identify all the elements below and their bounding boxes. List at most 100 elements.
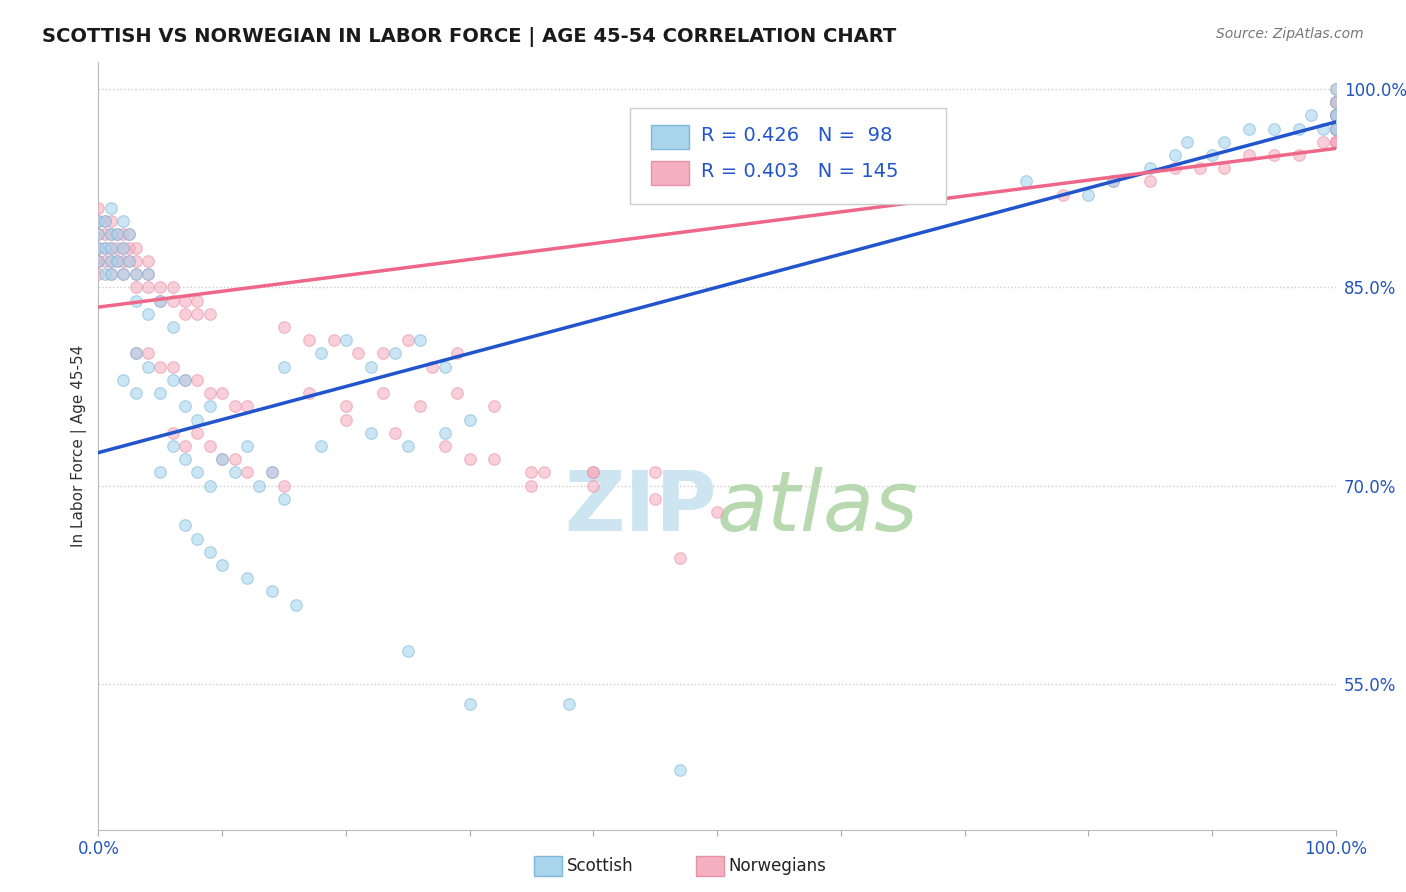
Point [186, 373, 208, 387]
Point [105, 227, 128, 242]
Point [273, 359, 295, 374]
Point [1263, 121, 1285, 136]
Point [112, 267, 135, 281]
Text: Source: ZipAtlas.com: Source: ZipAtlas.com [1216, 27, 1364, 41]
Point [1324, 121, 1347, 136]
Point [87, 253, 110, 268]
Point [149, 386, 172, 401]
Point [174, 373, 197, 387]
Point [309, 346, 332, 360]
Point [335, 412, 357, 426]
Point [260, 466, 283, 480]
Point [162, 359, 184, 374]
Point [105, 241, 128, 255]
Text: Norwegians: Norwegians [728, 857, 827, 875]
Point [87, 253, 110, 268]
Point [118, 253, 141, 268]
Point [236, 571, 259, 585]
Point [273, 491, 295, 506]
Point [224, 400, 246, 414]
Point [347, 346, 370, 360]
Point [186, 532, 208, 546]
Point [174, 400, 197, 414]
Text: SCOTTISH VS NORWEGIAN IN LABOR FORCE | AGE 45-54 CORRELATION CHART: SCOTTISH VS NORWEGIAN IN LABOR FORCE | A… [42, 27, 897, 46]
Point [458, 452, 481, 467]
Point [224, 452, 246, 467]
Point [149, 359, 172, 374]
Point [236, 400, 259, 414]
Point [105, 227, 128, 242]
Point [112, 214, 135, 228]
Point [520, 466, 543, 480]
Point [186, 293, 208, 308]
Point [93, 227, 115, 242]
Point [198, 400, 221, 414]
Point [118, 253, 141, 268]
Point [1324, 121, 1347, 136]
Point [458, 697, 481, 711]
Point [1324, 121, 1347, 136]
Point [174, 518, 197, 533]
Point [335, 400, 357, 414]
Point [1164, 148, 1187, 162]
Point [446, 346, 468, 360]
Point [149, 293, 172, 308]
Point [87, 267, 110, 281]
Point [174, 373, 197, 387]
Point [1324, 82, 1347, 96]
Point [1299, 108, 1322, 122]
Point [198, 307, 221, 321]
Point [1015, 174, 1038, 188]
Point [669, 763, 692, 777]
Point [112, 253, 135, 268]
Point [87, 214, 110, 228]
Point [93, 253, 115, 268]
Point [1324, 135, 1347, 149]
FancyBboxPatch shape [630, 109, 946, 204]
Point [162, 280, 184, 294]
Point [1324, 108, 1347, 122]
Point [484, 400, 506, 414]
Point [1324, 108, 1347, 122]
Point [124, 253, 146, 268]
Point [124, 346, 146, 360]
Point [236, 466, 259, 480]
Point [186, 412, 208, 426]
Point [1324, 121, 1347, 136]
Point [136, 346, 159, 360]
Point [174, 293, 197, 308]
Point [1201, 148, 1223, 162]
Point [1324, 108, 1347, 122]
Point [1102, 174, 1125, 188]
Point [100, 214, 122, 228]
Point [1213, 161, 1236, 176]
Point [1324, 121, 1347, 136]
Point [149, 280, 172, 294]
Point [309, 439, 332, 453]
Point [224, 466, 246, 480]
Point [1263, 148, 1285, 162]
Point [1324, 108, 1347, 122]
Point [100, 201, 122, 215]
Point [105, 253, 128, 268]
Point [1324, 95, 1347, 109]
Point [87, 227, 110, 242]
Point [211, 386, 233, 401]
Point [396, 644, 419, 658]
Point [260, 584, 283, 599]
Point [198, 545, 221, 559]
Point [1139, 161, 1161, 176]
Point [100, 253, 122, 268]
Point [396, 333, 419, 347]
Point [162, 439, 184, 453]
Point [87, 253, 110, 268]
Point [136, 280, 159, 294]
Point [100, 241, 122, 255]
Point [211, 558, 233, 572]
Point [1324, 108, 1347, 122]
Point [1324, 82, 1347, 96]
Point [1324, 135, 1347, 149]
Text: Scottish: Scottish [567, 857, 633, 875]
Point [298, 333, 321, 347]
Point [162, 425, 184, 440]
